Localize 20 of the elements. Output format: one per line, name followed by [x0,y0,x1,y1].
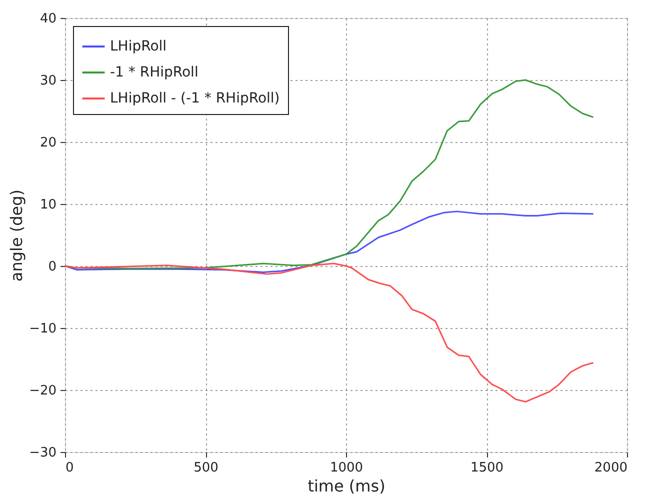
x-axis-title: time (ms) [308,476,386,496]
y-tick-label: 20 [40,136,56,150]
y-tick-label: −10 [29,322,56,336]
legend-label: -1 * RHipRoll [110,64,198,80]
x-tick-label: 0 [66,460,74,476]
legend-label: LHipRoll - (-1 * RHipRoll) [110,90,280,106]
y-tick-label: 40 [40,12,56,26]
x-tick-label: 500 [194,460,218,476]
y-tick-label: 30 [40,74,56,88]
y-tick-label: 0 [48,260,56,274]
line-series [65,262,594,403]
y-axis-title: angle (deg) [7,189,26,282]
y-tick-label: −20 [29,384,56,398]
y-tick-label: −30 [29,446,56,460]
legend-label: LHipRoll [110,38,167,54]
x-tick-label: 2000 [594,460,628,476]
x-tick-label: 1500 [470,460,504,476]
line-series [65,210,594,273]
x-tick-label: 1000 [330,460,364,476]
y-tick-label: 10 [40,198,56,212]
